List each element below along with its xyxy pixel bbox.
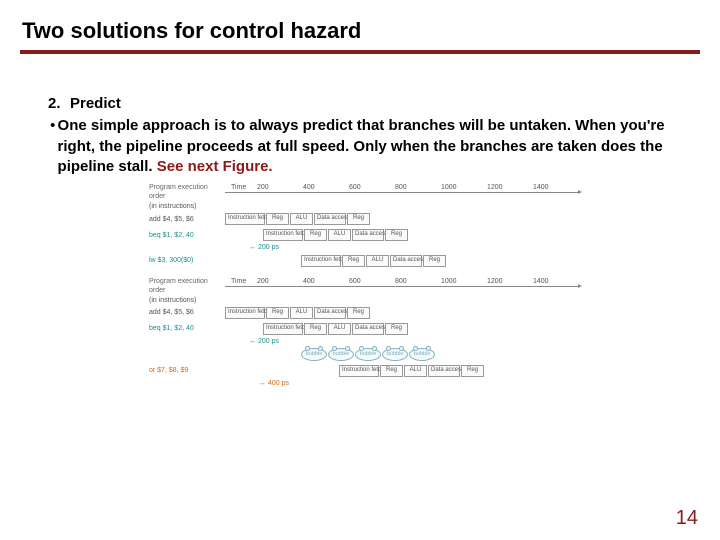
tick: 1000 — [441, 183, 457, 192]
stage-da: Data access — [352, 323, 384, 335]
figure-top: Program execution order Time 200 400 600… — [149, 183, 579, 269]
instr-label: beq $1, $2, 40 — [149, 231, 225, 240]
item-number: 2. — [48, 94, 70, 114]
time-axis-bottom: 200 400 600 800 1000 1200 1400 — [225, 277, 579, 291]
bubble: bubble — [301, 348, 327, 361]
stage-if: Instruction fetch — [339, 365, 379, 377]
tick: 1000 — [441, 277, 457, 286]
stage-if: Instruction fetch — [225, 307, 265, 319]
stage-reg: Reg — [304, 323, 327, 335]
stage-da: Data access — [314, 213, 346, 225]
stage-alu: ALU — [366, 255, 389, 267]
tick: 800 — [395, 183, 407, 192]
stage-alu: ALU — [404, 365, 427, 377]
stage-alu: ALU — [328, 323, 351, 335]
stage-if: Instruction fetch — [263, 323, 303, 335]
delay-label-2: ↔ 400 ps — [259, 379, 579, 388]
body-text-main: One simple approach is to always predict… — [58, 117, 665, 175]
bubble: bubble — [409, 348, 435, 361]
tick: 800 — [395, 277, 407, 286]
bullet-marker: • — [48, 116, 58, 177]
pipeline-row: add $4, $5, $6 Instruction fetch Reg ALU… — [149, 211, 579, 227]
stage-reg: Reg — [347, 213, 370, 225]
prog-exec-label: Program execution order — [149, 277, 225, 296]
bubble: bubble — [355, 348, 381, 361]
stage-if: Instruction fetch — [301, 255, 341, 267]
tick: 1200 — [487, 277, 503, 286]
delay-label: ↔ 200 ps — [249, 243, 579, 252]
stage-reg: Reg — [461, 365, 484, 377]
pipeline-row: beq $1, $2, 40 Instruction fetch Reg ALU… — [149, 321, 579, 337]
item-title: Predict — [70, 94, 121, 114]
stage-alu: ALU — [290, 307, 313, 319]
tick: 1200 — [487, 183, 503, 192]
stage-reg: Reg — [385, 229, 408, 241]
instr-label: add $4, $5, $6 — [149, 308, 225, 317]
pipeline-row: or $7, $8, $9 Instruction fetch Reg ALU … — [149, 363, 579, 379]
stage-reg: Reg — [304, 229, 327, 241]
content-area: 2. Predict • One simple approach is to a… — [0, 54, 720, 388]
see-next-text: See next Figure. — [157, 158, 273, 175]
bubble: bubble — [328, 348, 354, 361]
prog-exec-text: Program execution order — [149, 277, 225, 296]
slide-title: Two solutions for control hazard — [0, 0, 720, 50]
bubble: bubble — [382, 348, 408, 361]
instr-label: beq $1, $2, 40 — [149, 324, 225, 333]
tick: 400 — [303, 183, 315, 192]
instr-label: lw $3, 300($0) — [149, 256, 225, 265]
stage-reg: Reg — [385, 323, 408, 335]
instr-label: add $4, $5, $6 — [149, 215, 225, 224]
bubble-row: bubble bubble bubble bubble bubble — [149, 347, 579, 363]
stage-da: Data access — [352, 229, 384, 241]
instr-label: or $7, $8, $9 — [149, 366, 225, 375]
tick: 400 — [303, 277, 315, 286]
pipeline-row: add $4, $5, $6 Instruction fetch Reg ALU… — [149, 305, 579, 321]
stage-da: Data access — [314, 307, 346, 319]
tick: 1400 — [533, 277, 549, 286]
in-instructions-label: (in instructions) — [149, 202, 579, 211]
pipeline-row: beq $1, $2, 40 Instruction fetch Reg ALU… — [149, 227, 579, 243]
time-axis-top: 200 400 600 800 1000 1200 1400 — [225, 183, 579, 197]
stage-reg: Reg — [380, 365, 403, 377]
pipeline-row: lw $3, 300($0) Instruction fetch Reg ALU… — [149, 253, 579, 269]
stage-da: Data access — [390, 255, 422, 267]
stage-if: Instruction fetch — [225, 213, 265, 225]
stage-da: Data access — [428, 365, 460, 377]
stage-if: Instruction fetch — [263, 229, 303, 241]
stage-reg: Reg — [266, 307, 289, 319]
stage-reg: Reg — [266, 213, 289, 225]
stage-alu: ALU — [290, 213, 313, 225]
stage-alu: ALU — [328, 229, 351, 241]
body-text: One simple approach is to always predict… — [58, 116, 680, 177]
stage-reg: Reg — [347, 307, 370, 319]
tick: 600 — [349, 277, 361, 286]
tick: 1400 — [533, 183, 549, 192]
tick: 200 — [257, 277, 269, 286]
in-instructions-label: (in instructions) — [149, 296, 579, 305]
pipeline-figure: Program execution order Time 200 400 600… — [149, 183, 579, 388]
tick: 600 — [349, 183, 361, 192]
prog-exec-text: Program execution order — [149, 183, 225, 202]
tick: 200 — [257, 183, 269, 192]
stage-reg: Reg — [423, 255, 446, 267]
page-number: 14 — [676, 507, 698, 530]
prog-exec-label: Program execution order — [149, 183, 225, 202]
figure-bottom: Program execution order Time 200 400 600… — [149, 277, 579, 388]
stage-reg: Reg — [342, 255, 365, 267]
